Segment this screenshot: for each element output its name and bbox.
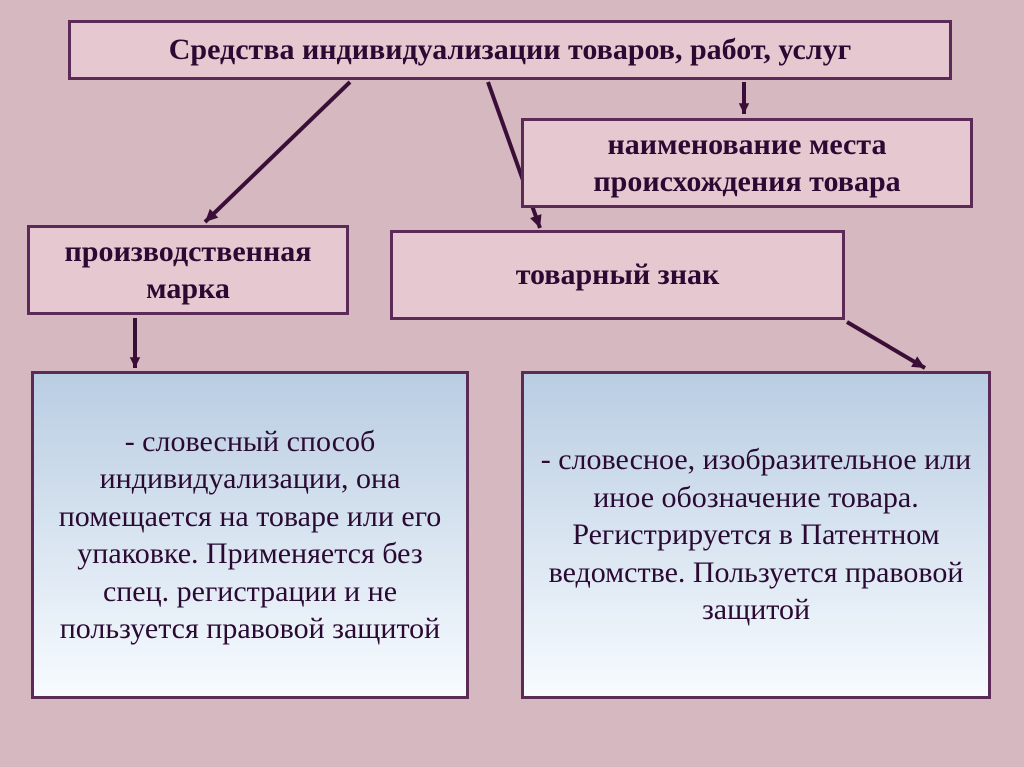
origin-name-text: наименование места происхождения товара [538,126,956,201]
description-right-box: - словесное, изобразительное или иное об… [521,371,991,699]
description-left-text: - словесный способ индивидуализации, она… [48,423,452,648]
origin-name-box: наименование места происхождения товара [521,118,973,208]
description-right-text: - словесное, изобразительное или иное об… [538,441,974,629]
production-mark-text: производственная марка [44,233,332,308]
title-box: Средства индивидуализации товаров, работ… [68,20,952,80]
trademark-box: товарный знак [390,230,845,320]
production-mark-box: производственная марка [27,225,349,315]
title-text: Средства индивидуализации товаров, работ… [169,31,851,69]
description-left-box: - словесный способ индивидуализации, она… [31,371,469,699]
trademark-text: товарный знак [516,256,720,294]
